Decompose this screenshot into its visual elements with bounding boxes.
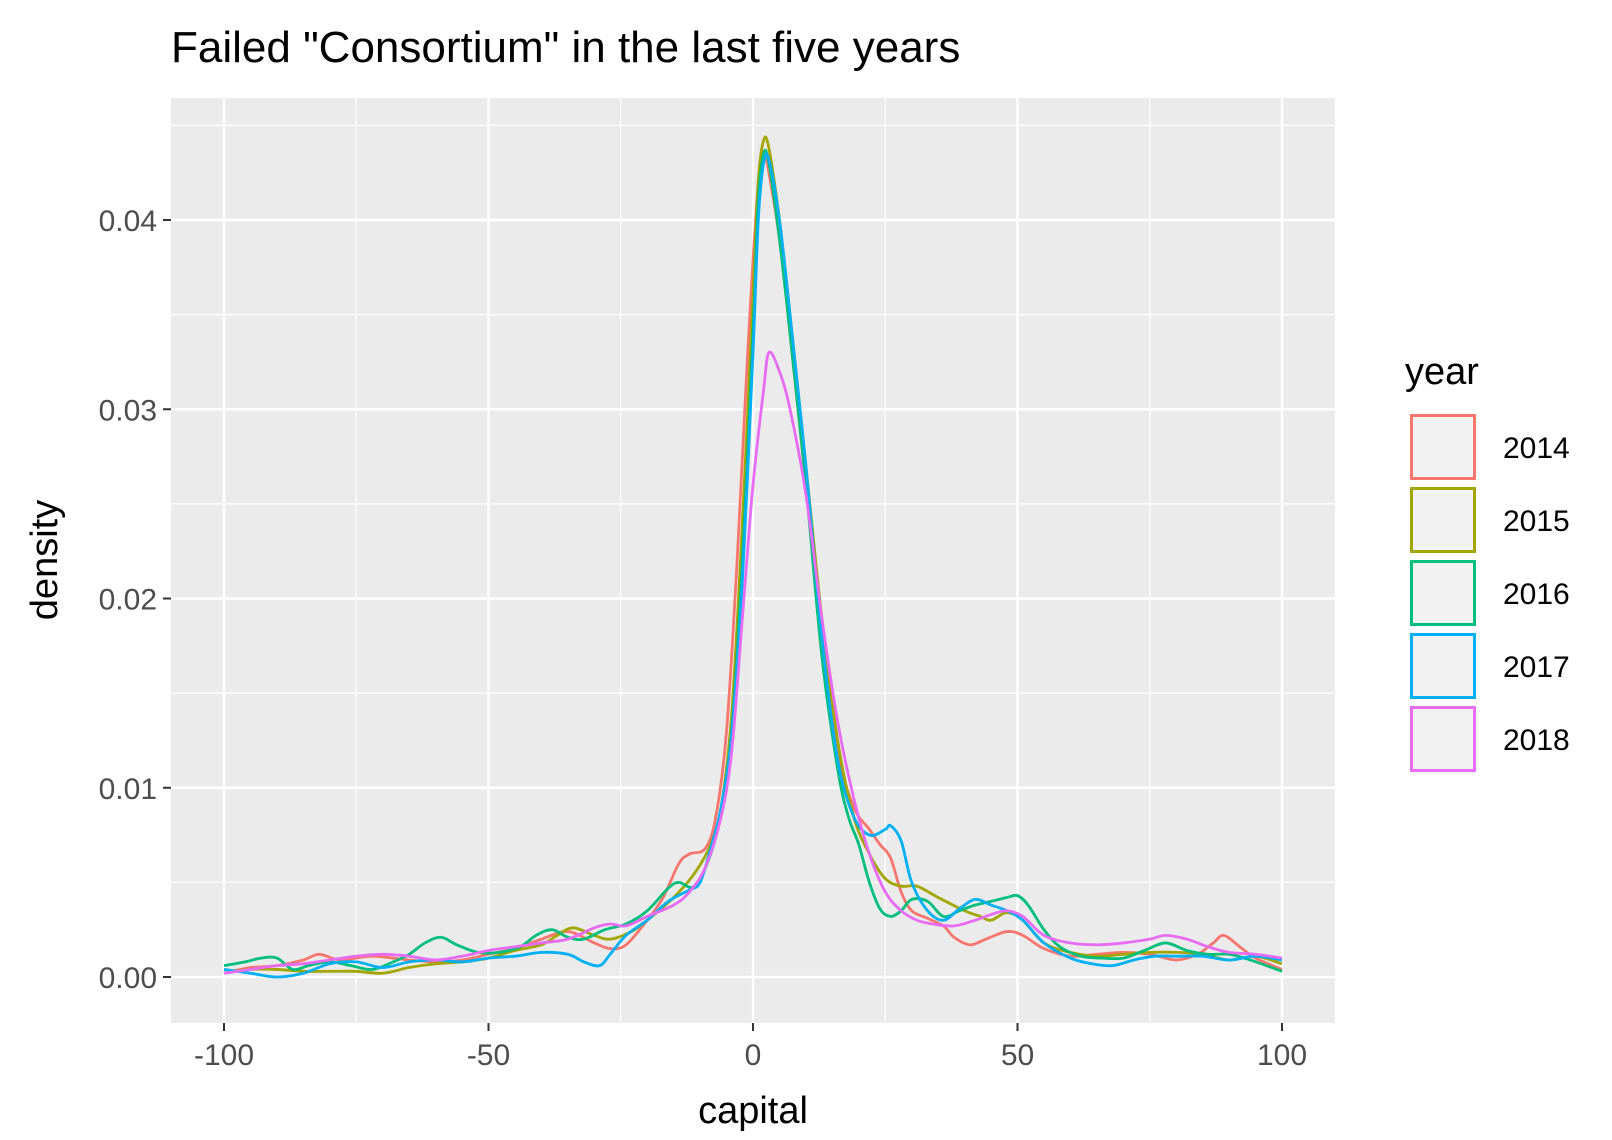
legend-label: 2016 — [1503, 578, 1570, 611]
legend-swatch — [1410, 633, 1476, 699]
x-tick-label: -100 — [194, 1039, 254, 1072]
legend-key — [1410, 706, 1476, 772]
legend-item-2015: 2015 — [1410, 487, 1570, 553]
legend-swatch — [1410, 487, 1476, 553]
chart-title: Failed "Consortium" in the last five yea… — [171, 23, 960, 72]
legend-title: year — [1405, 351, 1479, 393]
y-tick-label: 0.02 — [99, 584, 157, 617]
series-line-2017 — [223, 152, 1283, 979]
x-tick-label: -50 — [467, 1039, 510, 1072]
legend-swatch — [1410, 414, 1476, 480]
series-line-2016 — [223, 148, 1283, 973]
legend-key — [1410, 414, 1476, 480]
series-line-2018 — [223, 350, 1283, 975]
legend-label: 2018 — [1503, 724, 1570, 757]
legend-key — [1410, 633, 1476, 699]
density-lines — [223, 135, 1283, 979]
major-gridlines — [171, 98, 1335, 1023]
y-tick-label: 0.00 — [99, 962, 157, 995]
legend-key — [1410, 560, 1476, 626]
legend-label: 2014 — [1503, 432, 1570, 465]
legend-swatch — [1410, 706, 1476, 772]
x-tick-label: 0 — [745, 1039, 762, 1072]
legend-label: 2017 — [1503, 651, 1570, 684]
legend-key — [1410, 487, 1476, 553]
legend-item-2014: 2014 — [1410, 414, 1570, 480]
x-axis: -100 -50 0 50 100 — [194, 1023, 1307, 1072]
y-axis: 0.00 0.01 0.02 0.03 0.04 — [99, 205, 171, 995]
x-axis-title: capital — [698, 1090, 808, 1132]
legend-item-2017: 2017 — [1410, 633, 1570, 699]
y-tick-label: 0.01 — [99, 773, 157, 806]
legend-item-2018: 2018 — [1410, 706, 1570, 772]
legend-label: 2015 — [1503, 505, 1570, 538]
x-tick-label: 100 — [1257, 1039, 1307, 1072]
legend: year 2014 2015 2016 2017 2018 — [1405, 351, 1570, 772]
x-tick-label: 50 — [1001, 1039, 1034, 1072]
y-tick-label: 0.03 — [99, 394, 157, 427]
legend-swatch — [1410, 560, 1476, 626]
legend-item-2016: 2016 — [1410, 560, 1570, 626]
y-tick-label: 0.04 — [99, 205, 157, 238]
y-axis-title: density — [24, 500, 66, 620]
